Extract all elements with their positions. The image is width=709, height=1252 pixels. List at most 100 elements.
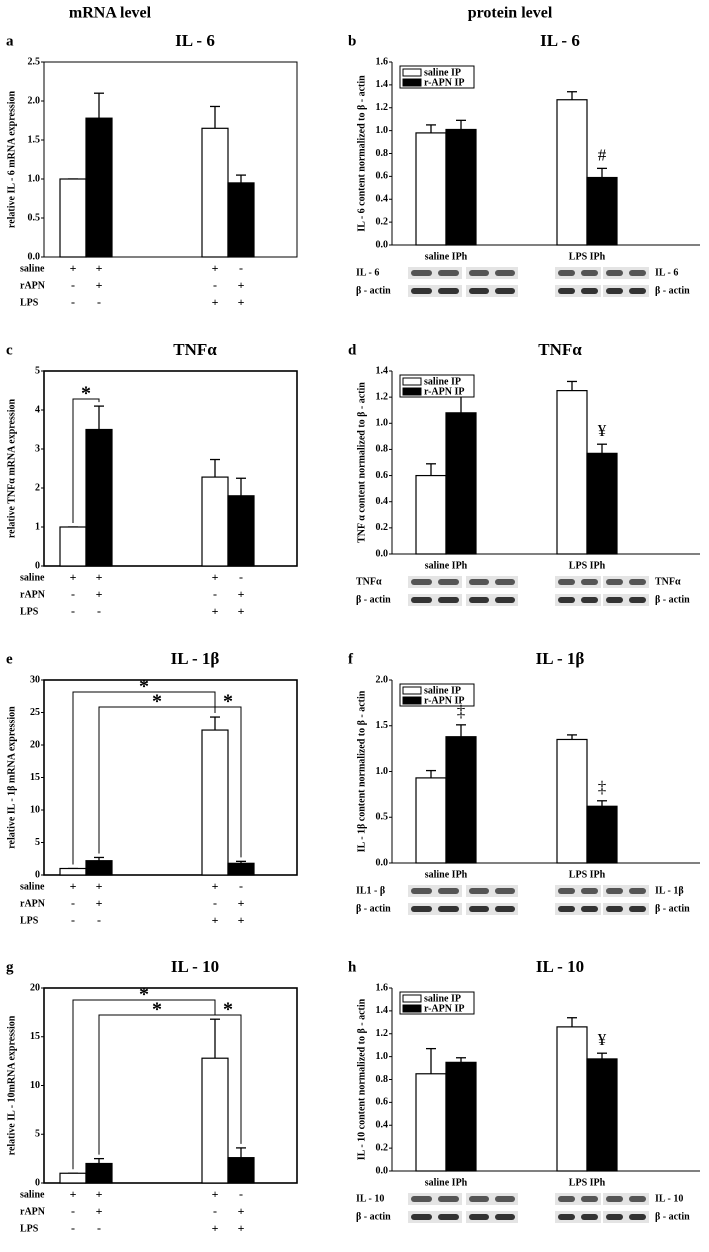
condition-sign: - [213, 278, 217, 292]
blot-label: IL - 10 [356, 1193, 384, 1204]
significance-bracket [72, 398, 100, 523]
blot-label: β - actin [356, 594, 391, 605]
blot-label: IL - 1β [655, 885, 684, 896]
blot-band [558, 270, 575, 276]
legend-swatch [402, 377, 422, 386]
y-tick-label: 1.2 [376, 102, 389, 113]
y-tick-label: 1.4 [376, 1005, 389, 1016]
blot-band [411, 270, 432, 276]
blot-label: β - actin [356, 1211, 391, 1222]
condition-label: saline [20, 1189, 45, 1200]
condition-sign: - [71, 1221, 75, 1235]
blot-band [495, 888, 515, 894]
legend-label: r-APN IP [424, 386, 464, 397]
blot-band [438, 288, 459, 294]
y-axis-title: relative IL - 6 mRNA expression [6, 91, 17, 229]
blot-label: β - actin [356, 903, 391, 914]
y-tick-label: 1.6 [376, 982, 389, 993]
y-tick-label: 1.0 [376, 125, 389, 136]
blot-label: IL1 - β [356, 885, 385, 896]
legend-swatch [402, 994, 422, 1003]
condition-label: rAPN [20, 280, 46, 291]
y-tick-label: 15 [30, 1031, 40, 1042]
blot-band [495, 270, 515, 276]
panel-letter: g [6, 959, 14, 975]
y-tick-label: 10 [30, 1080, 40, 1091]
y-tick-label: 1 [35, 521, 40, 532]
blot-band [606, 579, 623, 585]
legend-label: saline IP [424, 993, 461, 1004]
y-axis-title: TNF α content normalized to β - actin [356, 382, 367, 543]
y-tick-label: 4 [35, 404, 40, 415]
legend-label: r-APN IP [424, 1003, 464, 1014]
bar [201, 729, 229, 876]
condition-sign: + [96, 1204, 103, 1218]
legend-label: saline IP [424, 685, 461, 696]
y-tick-label: 0.0 [376, 548, 389, 559]
condition-sign: + [96, 261, 103, 275]
bar [85, 860, 113, 876]
significance-mark: ‡ [598, 778, 607, 797]
y-tick-label: 0.0 [376, 1165, 389, 1176]
bar [59, 1172, 87, 1184]
condition-sign: + [212, 913, 219, 927]
y-tick-label: 1.4 [376, 79, 389, 90]
blot-band [606, 288, 623, 294]
condition-sign: + [96, 278, 103, 292]
blot-band [629, 579, 646, 585]
chart-title: TNFα [173, 340, 217, 359]
condition-sign: + [70, 261, 77, 275]
bar [586, 805, 618, 864]
bar [85, 428, 113, 567]
condition-sign: + [212, 295, 219, 309]
condition-sign: + [212, 604, 219, 618]
y-tick-label: 1.0 [376, 766, 389, 777]
condition-sign: + [238, 913, 245, 927]
condition-sign: + [238, 896, 245, 910]
blot-band [606, 888, 623, 894]
blot-band [495, 579, 515, 585]
condition-label: rAPN [20, 589, 46, 600]
plot-frame [43, 987, 298, 1184]
y-tick-label: 20 [30, 982, 40, 993]
bar [445, 1061, 477, 1172]
condition-label: LPS [20, 606, 39, 617]
blot-band [469, 1196, 489, 1202]
legend-swatch [402, 387, 422, 396]
blot-label: IL - 6 [655, 267, 678, 278]
significance-bracket [98, 1014, 216, 1155]
blot-band [411, 579, 432, 585]
significance-mark: # [598, 145, 607, 164]
y-tick-label: 10 [30, 804, 40, 815]
chart-title: IL - 1β [171, 649, 220, 668]
condition-label: LPS [20, 297, 39, 308]
significance-bracket [72, 691, 216, 865]
significance-mark: * [223, 691, 233, 713]
condition-sign: + [96, 570, 103, 584]
x-tick-label: LPS IPh [569, 560, 606, 571]
blot-label: β - actin [655, 594, 690, 605]
blot-band [438, 579, 459, 585]
condition-sign: + [212, 1221, 219, 1235]
plot-frame [43, 370, 298, 567]
column-header: protein level [468, 5, 553, 22]
x-tick-label: LPS IPh [569, 251, 606, 262]
y-axis-title: relative TNFα mRNA expression [6, 398, 17, 538]
bar [556, 390, 588, 555]
x-tick-label: saline IPh [425, 560, 468, 571]
blot-band [469, 906, 489, 912]
bar [415, 777, 447, 864]
condition-sign: + [212, 879, 219, 893]
blot-band [629, 288, 646, 294]
y-tick-label: 25 [30, 707, 40, 718]
bar [201, 127, 229, 258]
y-tick-label: 1.4 [376, 365, 389, 376]
y-tick-label: 1.2 [376, 1028, 389, 1039]
bar [415, 132, 447, 246]
y-tick-label: 0.0 [28, 251, 41, 262]
blot-band [581, 270, 598, 276]
significance-bracket [98, 706, 216, 854]
blot-band [629, 906, 646, 912]
y-axis-title: IL - 6 content normalized to β - actin [356, 75, 367, 232]
y-tick-label: 5 [35, 1129, 40, 1140]
